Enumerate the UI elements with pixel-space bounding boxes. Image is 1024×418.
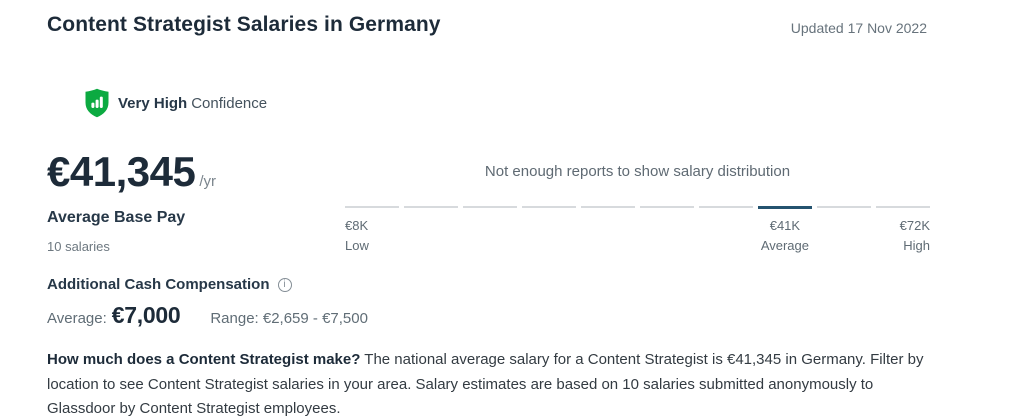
average-value: €41K <box>769 218 801 233</box>
salary-distribution-chart: Not enough reports to show salary distri… <box>345 163 930 267</box>
tick <box>876 206 930 208</box>
confidence-text: Very High Confidence <box>118 95 267 112</box>
confidence-level: Very High <box>118 94 188 112</box>
chart-label-average: €41K Average <box>761 219 809 252</box>
tick <box>404 206 458 208</box>
chart-label-low: €8K Low <box>345 219 369 252</box>
low-value: €8K <box>345 218 369 233</box>
tick <box>522 206 576 208</box>
updated-date: Updated 17 Nov 2022 <box>790 20 927 36</box>
tick <box>581 206 635 208</box>
tick <box>345 206 399 208</box>
sample-size: 10 salaries <box>47 239 110 254</box>
additional-cash-values: Average: €7,000 Range: €2,659 - €7,500 <box>47 302 368 329</box>
tick <box>817 206 871 208</box>
confidence-badge: Very High Confidence <box>84 88 267 118</box>
page-title: Content Strategist Salaries in Germany <box>47 13 441 36</box>
salary-amount: €41,345 <box>47 148 196 195</box>
average-base-pay-label: Average Base Pay <box>47 209 186 226</box>
description-body: The national average salary for a Conten… <box>47 351 924 417</box>
low-label: Low <box>345 238 369 253</box>
confidence-label: Confidence <box>191 94 268 112</box>
tick <box>699 206 753 208</box>
additional-cash-title: Additional Cash Compensation <box>47 276 270 293</box>
chart-label-high: €72K High <box>900 219 930 252</box>
salary-period: /yr <box>199 173 216 190</box>
high-value: €72K <box>899 218 930 233</box>
chart-message: Not enough reports to show salary distri… <box>484 163 791 180</box>
additional-range: Range: €2,659 - €7,500 <box>210 310 368 327</box>
confidence-shield-icon <box>84 88 110 118</box>
additional-average-label: Average: <box>47 310 107 327</box>
chart-labels: €8K Low €41K Average €72K High <box>345 219 930 267</box>
info-icon[interactable]: i <box>277 277 292 292</box>
average-base-pay-amount: €41,345 /yr <box>47 148 216 196</box>
tick-active <box>758 205 812 209</box>
tick <box>640 206 694 208</box>
additional-cash-title-row: Additional Cash Compensation i <box>47 276 292 293</box>
salary-distribution-ticks <box>345 205 930 209</box>
additional-average-value: €7,000 <box>111 302 181 328</box>
tick <box>463 206 517 208</box>
high-label: High <box>903 238 930 253</box>
average-label: Average <box>760 238 809 253</box>
salary-description: How much does a Content Strategist make?… <box>47 348 927 418</box>
description-lead: How much does a Content Strategist make? <box>47 351 361 368</box>
